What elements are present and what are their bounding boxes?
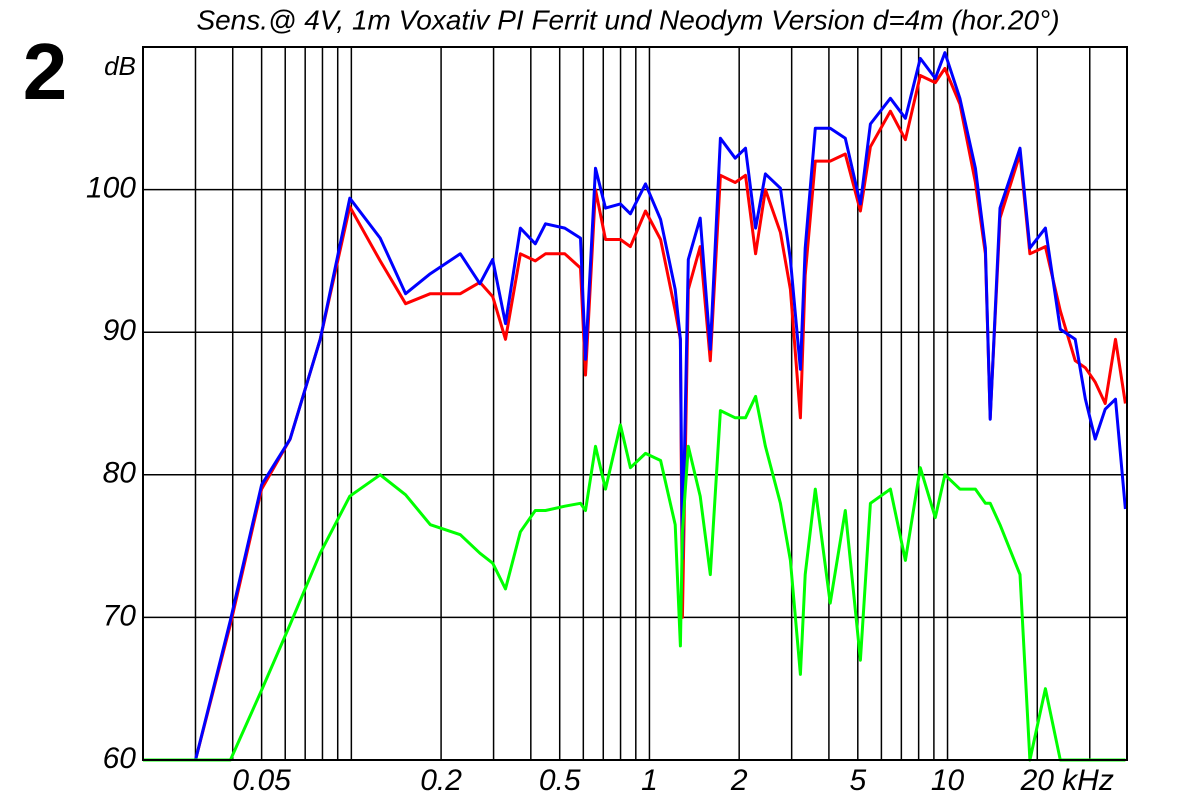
x-tick-label: 5: [849, 764, 866, 797]
x-tick-label: 1: [641, 764, 658, 797]
x-axis-label: kHz: [1062, 764, 1114, 797]
x-tick-label: 0.5: [539, 764, 581, 797]
y-tick-label: 80: [103, 457, 137, 490]
series-line: [194, 51, 1127, 761]
series-line: [143, 394, 1126, 762]
y-axis-label: dB: [104, 51, 136, 81]
x-tick-label: 0.05: [232, 764, 291, 797]
y-tick-label: 90: [103, 314, 137, 347]
x-tick-label: 20: [1020, 764, 1055, 797]
y-tick-label: 100: [86, 172, 136, 205]
y-tick-label: 60: [103, 742, 137, 775]
x-tick-label: 10: [931, 764, 965, 797]
chart-title: Sens.@ 4V, 1m Voxativ PI Ferrit und Neod…: [196, 4, 1059, 35]
x-tick-label: 2: [730, 764, 748, 797]
x-tick-label: 0.2: [420, 764, 462, 797]
plot-frame: [142, 46, 1128, 761]
panel-label: 2: [23, 27, 68, 116]
y-tick-label: 70: [103, 599, 137, 632]
